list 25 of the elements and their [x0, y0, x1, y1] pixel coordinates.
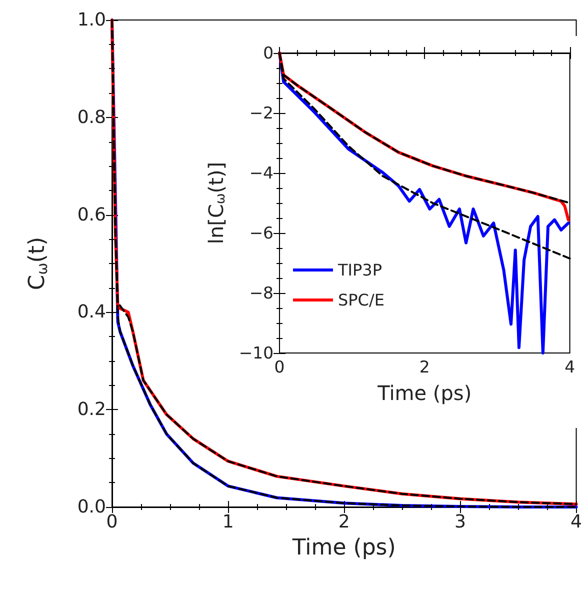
- x-tick-label: 4: [564, 358, 576, 376]
- y-tick-label: 0.4: [77, 302, 106, 323]
- x-tick-label: 4: [570, 512, 582, 532]
- x-axis-title: Time (ps): [291, 536, 396, 560]
- y-axis-title: ln[Cω(t)]: [204, 162, 228, 244]
- y-axis-title: Cω(t): [25, 236, 51, 290]
- x-tick-label: 0: [274, 358, 285, 376]
- y-tick-label: 0.0: [77, 496, 106, 518]
- y-tick-label: 0.6: [77, 204, 106, 226]
- x-tick-label: 1: [222, 512, 234, 532]
- x-tick-label: 3: [454, 512, 466, 532]
- x-tick-label: 2: [419, 358, 430, 376]
- y-tick-label: 0.2: [77, 399, 106, 420]
- y-tick-label: −8: [249, 284, 274, 302]
- y-tick-label: −4: [249, 164, 274, 182]
- legend-label: SPC/E: [338, 290, 384, 310]
- y-tick-label: 1.0: [77, 10, 106, 30]
- y-tick-label: 0.8: [77, 106, 106, 128]
- y-tick-label: −2: [249, 104, 274, 122]
- y-tick-label: −10: [238, 344, 274, 362]
- y-tick-label: 0: [263, 44, 274, 62]
- legend-label: TIP3P: [337, 260, 382, 280]
- y-tick-label: −6: [249, 224, 274, 242]
- x-axis-title: Time (ps): [376, 381, 472, 405]
- x-tick-label: 2: [338, 512, 350, 532]
